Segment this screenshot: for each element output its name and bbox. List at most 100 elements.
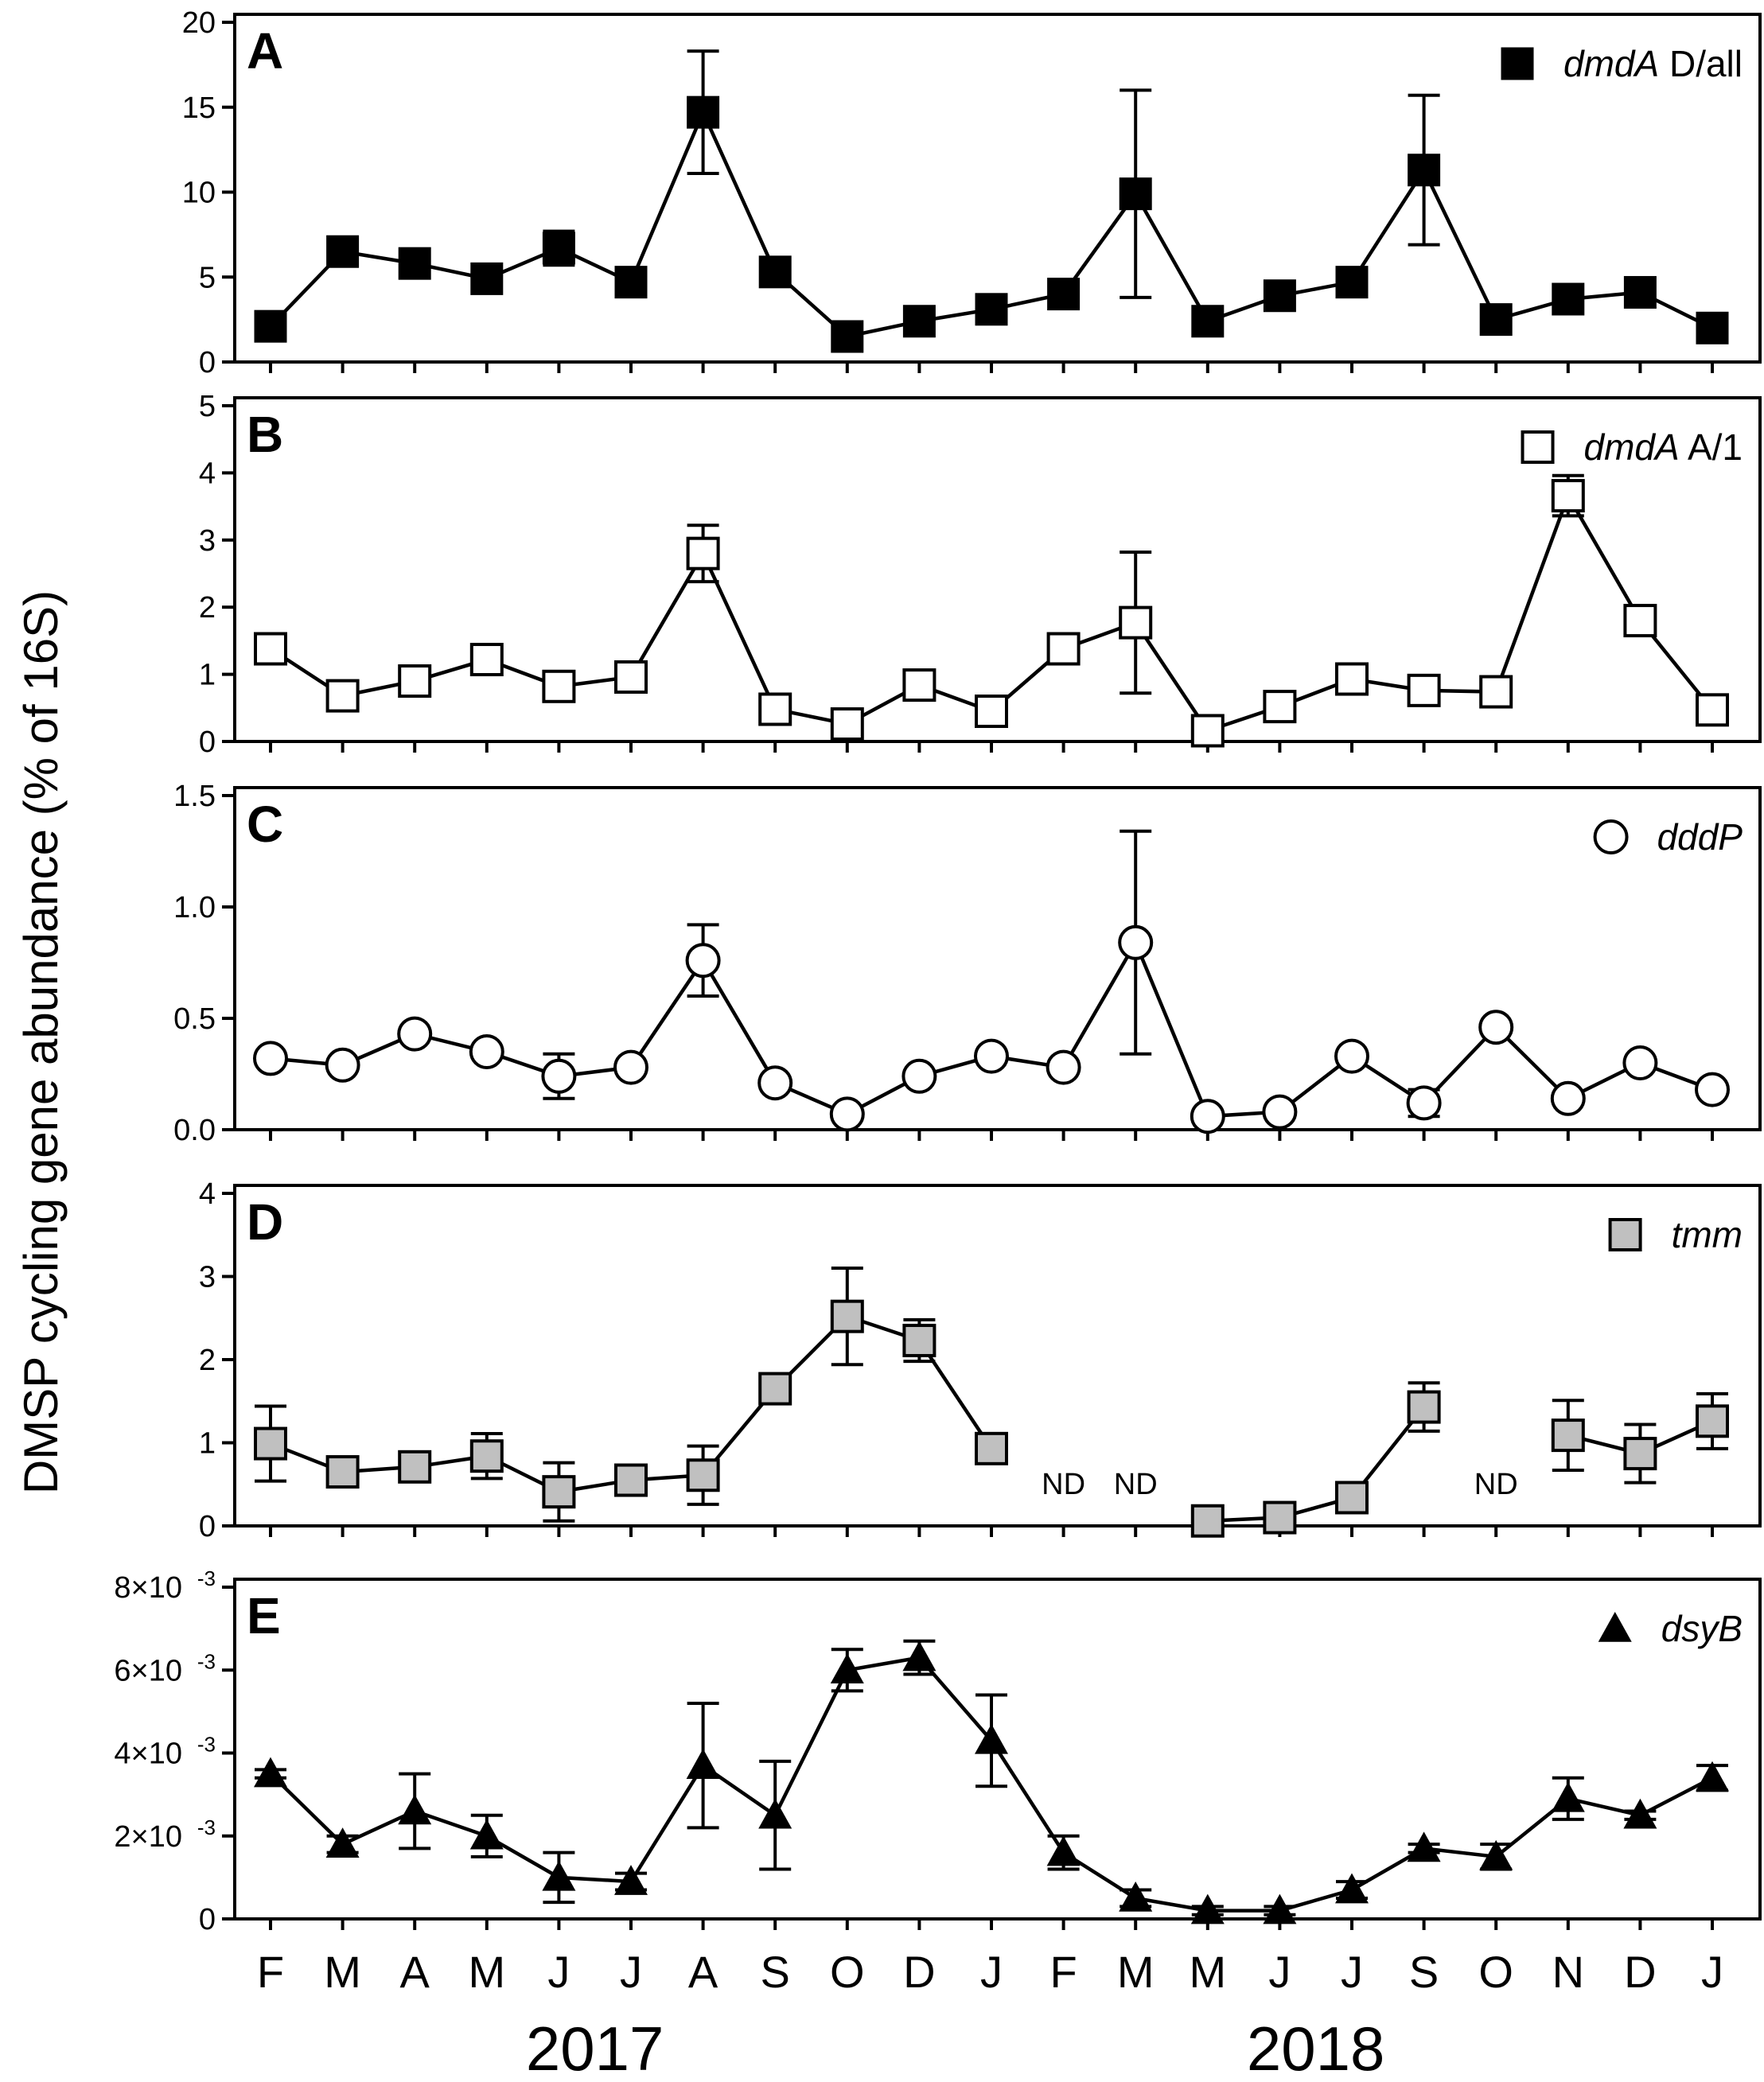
data-point bbox=[325, 1827, 360, 1858]
panel-letter: D bbox=[247, 1193, 283, 1251]
data-point bbox=[902, 305, 936, 338]
data-point bbox=[1190, 1504, 1225, 1538]
month-tick-label: J bbox=[620, 1947, 642, 1997]
data-point bbox=[685, 943, 721, 979]
data-point bbox=[613, 1049, 648, 1085]
data-point bbox=[975, 1723, 1008, 1754]
data-point bbox=[974, 1038, 1009, 1074]
data-point bbox=[1263, 279, 1296, 313]
legend-marker bbox=[1608, 1218, 1642, 1251]
nd-label: ND bbox=[1474, 1468, 1518, 1501]
data-point bbox=[1335, 1873, 1369, 1904]
y-tick-label: 8×10 bbox=[114, 1571, 182, 1605]
y-tick-exponent: -3 bbox=[197, 1649, 216, 1673]
y-tick-label: 4 bbox=[199, 1177, 216, 1211]
data-point bbox=[686, 1458, 720, 1492]
month-tick-label: F bbox=[1049, 1947, 1077, 1997]
data-point bbox=[975, 695, 1008, 729]
month-tick-label: D bbox=[1624, 1947, 1656, 1997]
month-tick-label: M bbox=[1117, 1947, 1155, 1997]
month-tick-label: O bbox=[1478, 1947, 1513, 1997]
data-point bbox=[902, 1323, 937, 1357]
data-point bbox=[253, 1041, 288, 1076]
data-point bbox=[902, 668, 937, 702]
year-label: 2018 bbox=[1247, 2014, 1385, 2082]
data-point bbox=[1119, 177, 1152, 211]
data-point bbox=[1190, 1099, 1225, 1134]
legend-gene: dmdA bbox=[1584, 426, 1680, 468]
panel-e: 0 2×10 -3 4×10 -3 6×10 -3 8×10 -3 E dsyB bbox=[114, 1566, 1762, 1936]
panel-frame bbox=[233, 1184, 1762, 1527]
data-point bbox=[1550, 1080, 1586, 1116]
data-point bbox=[1335, 1481, 1369, 1515]
data-point bbox=[254, 1757, 287, 1788]
y-tick-label: 3 bbox=[199, 524, 216, 558]
data-point bbox=[1262, 1094, 1298, 1130]
y-tick-label: 0.0 bbox=[173, 1114, 216, 1147]
y-tick-label: 2 bbox=[199, 1344, 216, 1377]
data-point bbox=[1119, 1881, 1153, 1912]
y-tick-label: 1.0 bbox=[173, 891, 216, 924]
data-point bbox=[541, 1058, 577, 1094]
y-tick-label: 5 bbox=[199, 390, 216, 423]
data-point bbox=[830, 1653, 864, 1684]
y-axis-label: DMSP cycling gene abundance (% of 16S) bbox=[14, 590, 68, 1494]
month-tick-label: A bbox=[688, 1947, 718, 1997]
data-point bbox=[325, 1455, 360, 1489]
month-tick-label: M bbox=[324, 1947, 361, 1997]
panel-letter: B bbox=[247, 406, 283, 463]
y-tick-label: 6×10 bbox=[114, 1654, 182, 1687]
panel-letter: C bbox=[247, 796, 283, 853]
legend-label: dmdA D/all bbox=[1563, 43, 1743, 84]
legend-marker bbox=[1501, 47, 1534, 80]
data-point bbox=[542, 1475, 576, 1509]
data-point bbox=[1622, 1045, 1658, 1080]
data-point bbox=[758, 255, 792, 289]
data-point bbox=[1047, 278, 1081, 311]
data-point bbox=[1408, 154, 1441, 187]
data-point bbox=[542, 232, 575, 265]
month-tick-label: J bbox=[1701, 1947, 1723, 1997]
y-tick-label: 2 bbox=[199, 591, 216, 625]
data-point bbox=[1335, 662, 1369, 696]
y-tick-label: 3 bbox=[199, 1261, 216, 1294]
legend-gene: dmdA bbox=[1563, 43, 1659, 84]
data-point bbox=[1623, 275, 1657, 309]
legend-label: tmm bbox=[1672, 1214, 1743, 1255]
data-point bbox=[325, 679, 360, 713]
y-tick-label: 1.5 bbox=[173, 780, 216, 813]
data-point bbox=[254, 632, 287, 666]
legend-variant: D/all bbox=[1659, 43, 1743, 84]
data-point bbox=[1695, 1072, 1730, 1107]
data-point bbox=[757, 1065, 793, 1101]
data-point bbox=[1190, 1893, 1225, 1924]
month-tick-label: O bbox=[830, 1947, 865, 1997]
data-point bbox=[1696, 1404, 1729, 1438]
data-point bbox=[1263, 1893, 1297, 1924]
nd-label: ND bbox=[1114, 1468, 1158, 1501]
data-point bbox=[470, 262, 504, 295]
data-point bbox=[901, 1058, 937, 1094]
nd-label: ND bbox=[1042, 1468, 1085, 1501]
data-point bbox=[614, 1463, 648, 1497]
data-point bbox=[1696, 311, 1729, 344]
data-point bbox=[1479, 675, 1513, 709]
data-point bbox=[830, 1299, 864, 1333]
data-point bbox=[829, 1096, 865, 1132]
legend-gene: dddP bbox=[1657, 816, 1743, 858]
legend-gene: dsyB bbox=[1661, 1608, 1743, 1649]
data-point bbox=[614, 1865, 648, 1895]
data-point bbox=[325, 1047, 360, 1083]
panel-letter: A bbox=[247, 22, 283, 80]
y-tick-label: 1 bbox=[199, 659, 216, 692]
month-tick-label: D bbox=[903, 1947, 935, 1997]
data-point bbox=[1407, 1390, 1441, 1424]
data-point bbox=[1551, 1418, 1585, 1453]
data-point bbox=[398, 1794, 432, 1825]
data-point bbox=[1552, 282, 1585, 316]
legend-label: dmdA A/1 bbox=[1584, 426, 1743, 468]
